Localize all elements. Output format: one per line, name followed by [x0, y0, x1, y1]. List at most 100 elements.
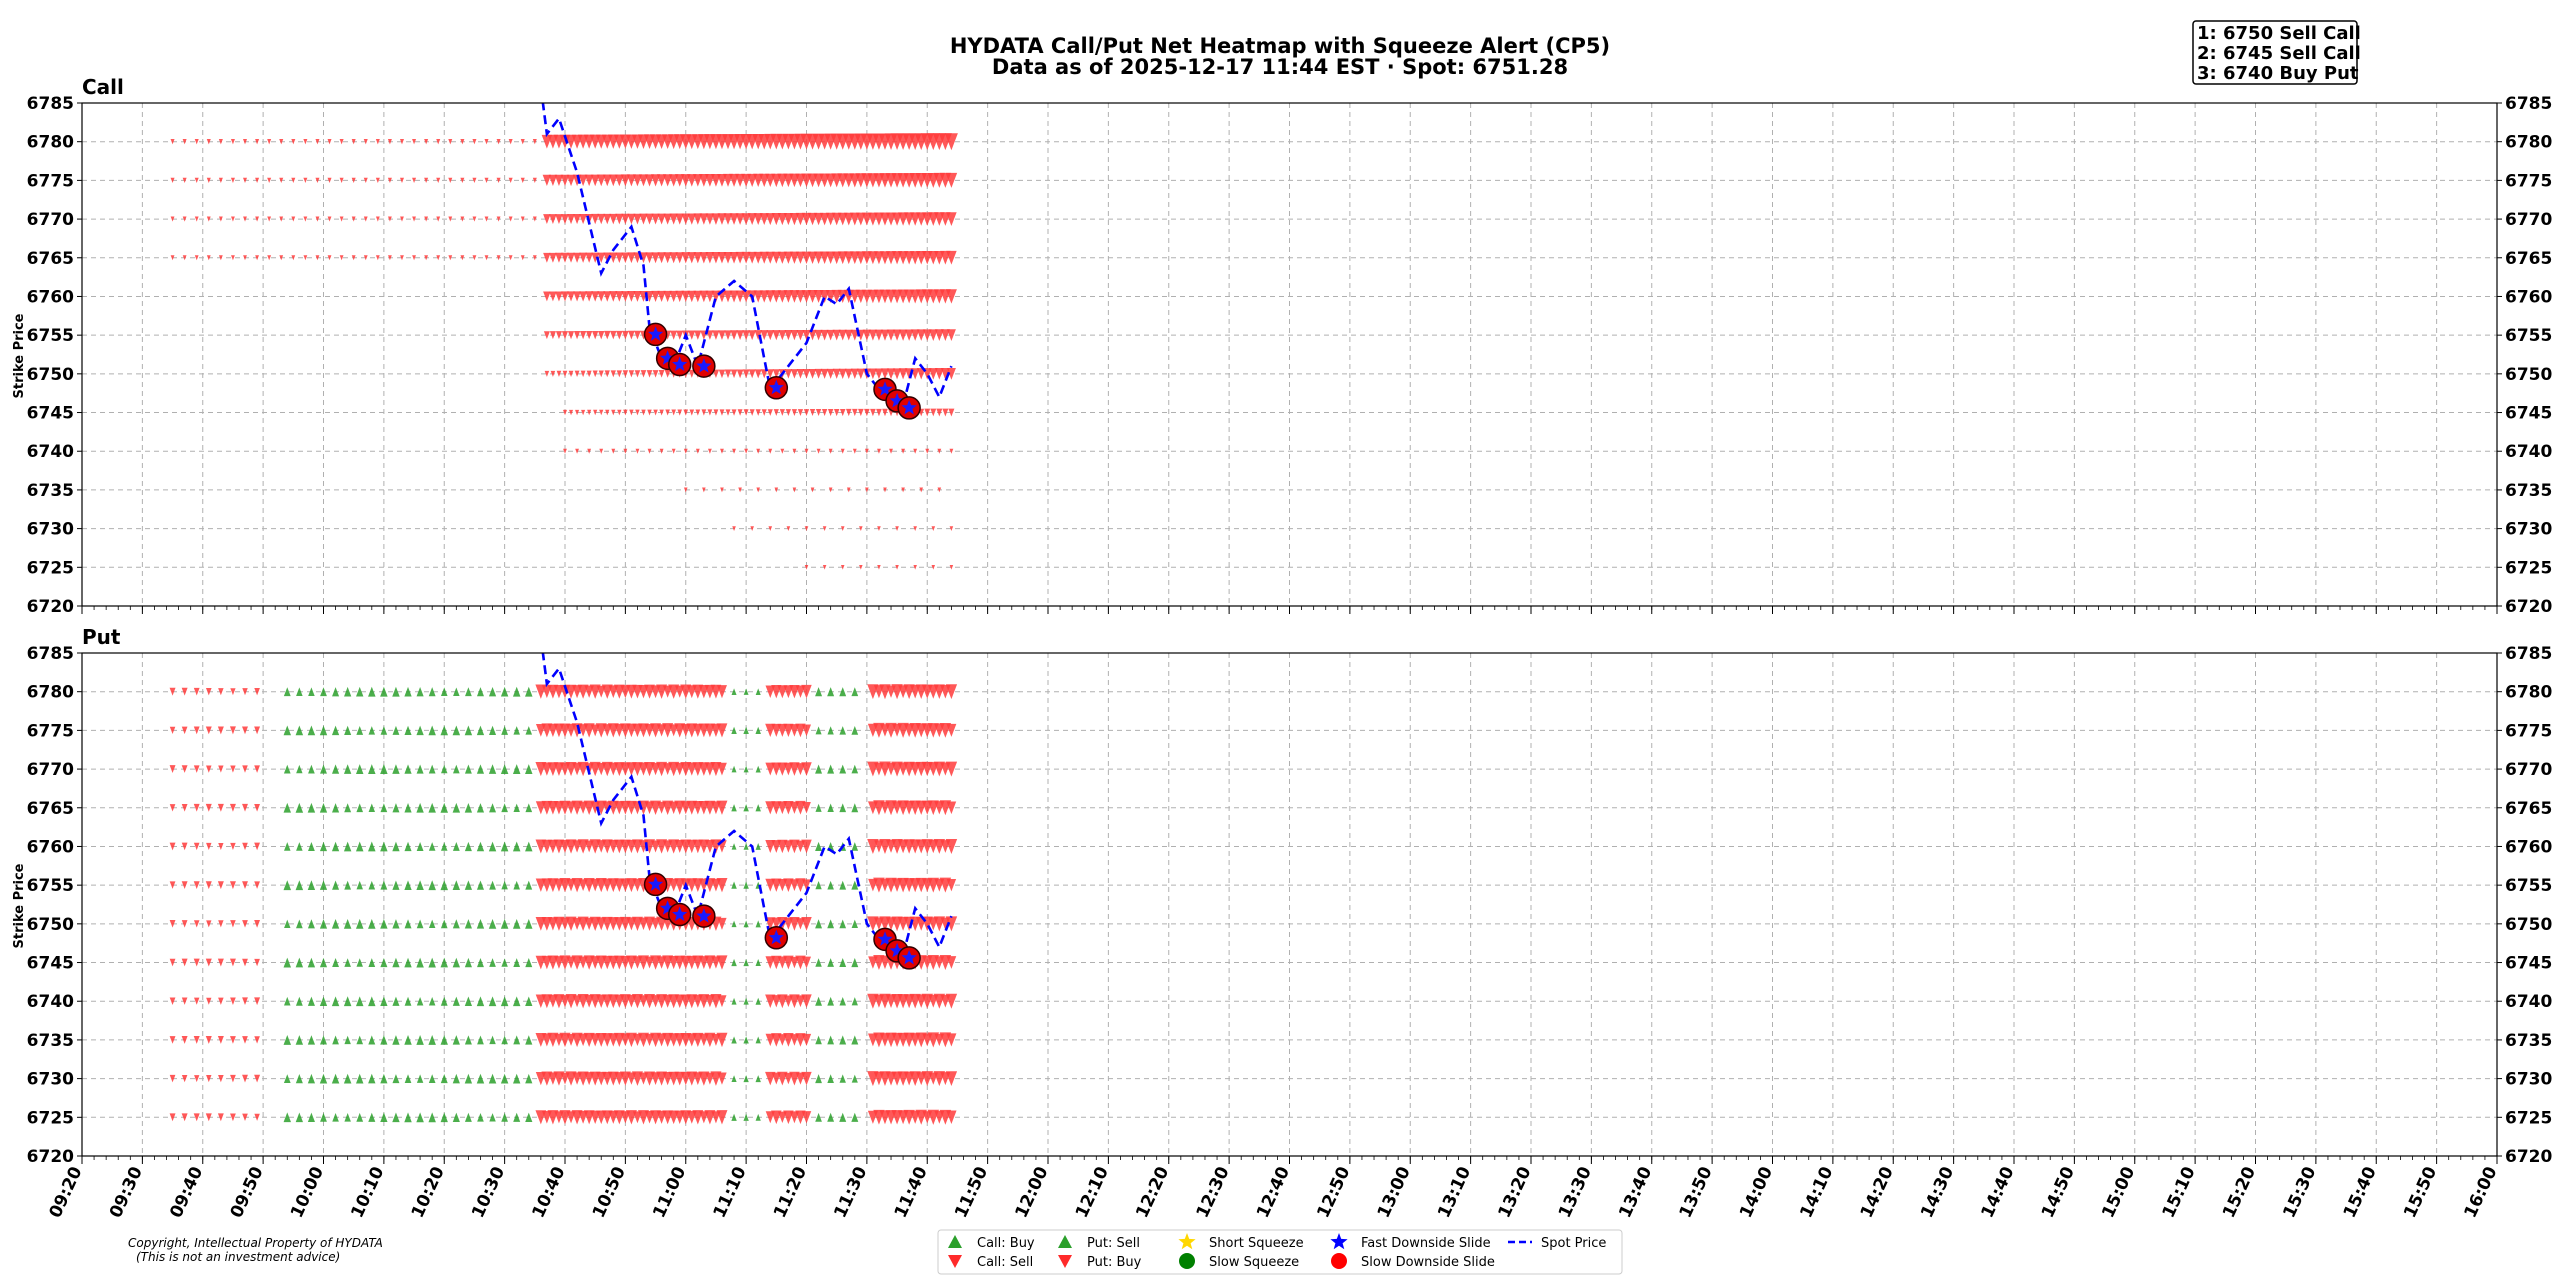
- put-marker: [839, 1074, 846, 1083]
- x-tick-label: 16:00: [2461, 1164, 2502, 1222]
- call-marker: [826, 329, 835, 341]
- x-tick-label: 15:20: [2219, 1164, 2260, 1222]
- call-marker: [605, 409, 610, 416]
- call-marker: [730, 330, 738, 341]
- call-marker: [663, 290, 672, 303]
- legend-slow-downside-slide-icon: [1331, 1253, 1347, 1269]
- call-marker: [291, 177, 296, 184]
- call-marker: [593, 409, 598, 416]
- put-marker: [230, 920, 236, 928]
- call-marker: [436, 255, 441, 261]
- put-marker: [500, 841, 509, 852]
- call-marker: [645, 213, 654, 225]
- legend: Call: Buy Call: Sell Put: Sell Put: Buy Shor…: [937, 1229, 1623, 1275]
- call-marker: [647, 448, 652, 454]
- call-marker: [889, 448, 893, 454]
- put-marker: [452, 725, 461, 736]
- y-tick-label: 6785: [2505, 94, 2552, 114]
- y-tick-label: 6745: [27, 404, 74, 424]
- legend-frame: [937, 1229, 1623, 1275]
- call-marker: [591, 291, 600, 302]
- call-marker: [484, 216, 489, 222]
- put-marker: [477, 1112, 484, 1122]
- call-marker: [913, 564, 917, 570]
- call-marker: [901, 487, 905, 493]
- put-marker: [851, 997, 858, 1006]
- y-tick-label: 6740: [27, 442, 74, 462]
- y-tick-label: 6760: [2505, 837, 2552, 857]
- call-marker: [647, 409, 652, 416]
- put-marker: [716, 1032, 728, 1048]
- put-marker: [205, 1113, 212, 1122]
- put-marker: [839, 726, 846, 735]
- put-marker: [392, 880, 400, 890]
- call-marker: [753, 251, 763, 264]
- put-marker: [296, 919, 303, 929]
- x-tick-label: 14:10: [1796, 1164, 1837, 1222]
- call-marker: [702, 487, 706, 493]
- call-marker: [388, 255, 392, 261]
- call-marker: [651, 252, 660, 264]
- put-marker: [392, 686, 400, 697]
- put-marker: [332, 1112, 339, 1122]
- put-marker: [716, 685, 727, 699]
- put-marker: [477, 958, 484, 968]
- put-marker: [440, 802, 448, 813]
- put-marker: [332, 880, 340, 890]
- put-marker: [380, 841, 388, 852]
- call-marker: [777, 213, 787, 226]
- put-marker: [254, 842, 260, 851]
- call-marker: [623, 409, 628, 416]
- put-marker: [428, 687, 436, 697]
- put-marker: [453, 764, 460, 774]
- call-marker: [363, 216, 368, 222]
- call-marker: [634, 370, 641, 378]
- call-marker: [315, 255, 320, 261]
- call-marker: [730, 369, 738, 379]
- y-tick-label: 6760: [27, 837, 74, 857]
- call-marker: [816, 448, 821, 454]
- put-marker: [501, 958, 508, 967]
- call-marker: [772, 369, 780, 379]
- call-marker: [930, 408, 937, 417]
- put-marker: [452, 880, 461, 891]
- call-marker: [579, 252, 587, 263]
- put-marker: [392, 1035, 400, 1045]
- put-marker: [380, 726, 388, 735]
- call-marker: [934, 329, 944, 341]
- call-marker: [363, 255, 368, 261]
- call-marker: [561, 214, 569, 225]
- call-marker: [720, 448, 724, 454]
- put-marker: [217, 726, 224, 735]
- call-marker: [658, 370, 665, 378]
- legend-call-sell-label: Call: Sell: [977, 1255, 1033, 1270]
- put-marker: [283, 1112, 291, 1123]
- call-marker: [916, 368, 926, 380]
- put-marker: [731, 726, 737, 735]
- x-tick-label: 09:50: [227, 1164, 268, 1222]
- put-marker: [476, 725, 485, 736]
- call-marker: [615, 291, 624, 302]
- put-marker: [380, 1073, 388, 1084]
- call-marker: [574, 370, 580, 378]
- put-marker: [851, 687, 859, 697]
- legend-slow-squeeze-label: Slow Squeeze: [1209, 1255, 1299, 1270]
- call-marker: [549, 331, 556, 340]
- call-marker: [749, 409, 755, 416]
- x-tick-label: 10:40: [529, 1164, 570, 1222]
- put-marker: [242, 881, 248, 890]
- put-panel-title: Put: [82, 625, 121, 649]
- call-marker: [575, 409, 580, 416]
- call-marker: [687, 213, 697, 225]
- put-marker: [489, 803, 497, 813]
- put-marker: [331, 764, 340, 774]
- put-marker: [319, 725, 328, 736]
- put-marker: [307, 725, 316, 736]
- put-marker: [488, 918, 497, 929]
- put-marker: [815, 726, 822, 735]
- call-marker: [813, 251, 824, 265]
- call-marker: [399, 139, 404, 145]
- x-tick-label: 12:10: [1072, 1164, 1113, 1222]
- put-marker: [319, 1073, 328, 1084]
- fast-downside-slide-marker: [696, 908, 712, 923]
